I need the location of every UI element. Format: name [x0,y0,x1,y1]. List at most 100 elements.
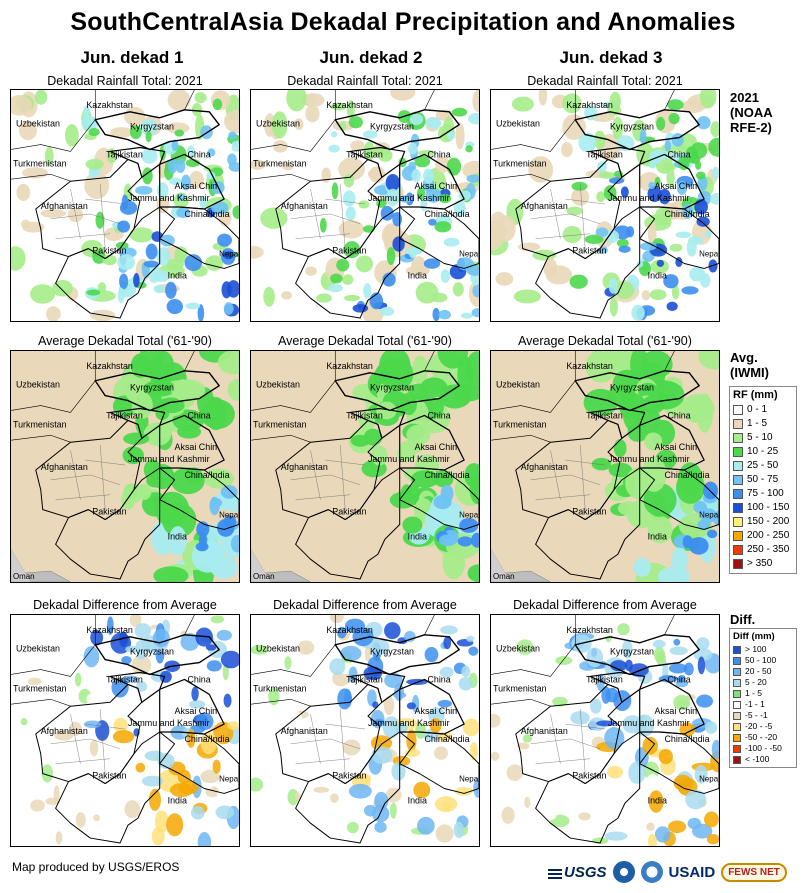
place-label: China/India [664,209,709,219]
place-label: Tajikistan [586,674,623,684]
legend-swatch [733,531,743,541]
legend-swatch [733,645,741,654]
legend-title: RF (mm) [733,389,778,401]
place-label: Tajikistan [586,410,623,420]
legend-swatch [733,461,743,471]
legend-label: 25 - 50 [747,460,779,471]
place-label: Aksai Chin [655,442,698,452]
legend-item: 200 - 250 [733,529,793,543]
place-label: Kyrgyzstan [610,122,654,132]
place-label: Nepal [699,511,719,520]
place-label: India [168,795,187,805]
place-label: Uzbekistan [496,119,540,129]
place-label: Kyrgyzstan [610,647,654,657]
place-label: China [667,410,690,420]
legend-label: 50 - 100 [745,655,777,665]
noaa-logo-icon [612,861,635,883]
place-label: Kyrgyzstan [130,383,174,393]
place-label: Oman [493,572,515,581]
place-label: Aksai Chin [415,181,458,191]
place-label: Tajikistan [346,149,383,159]
place-label: Jammu and Kashmir [368,454,450,464]
place-label: China/India [664,734,709,744]
place-label: Kyrgyzstan [370,647,414,657]
legend-label: 5 - 20 [745,677,767,687]
legend-swatch [733,656,741,665]
legend-item: 100 - 150 [733,501,793,515]
place-label: Turkmenistan [13,419,67,429]
legend-swatch [733,503,743,513]
place-label: Jammu and Kashmir [368,718,450,728]
place-label: Turkmenistan [493,158,547,168]
place-label: Afghanistan [281,201,328,211]
place-label: Afghanistan [41,726,88,736]
place-label: Nepal [219,250,239,259]
place-label: Kyrgyzstan [610,383,654,393]
place-label: Pakistan [92,246,126,256]
row-label-line: Avg. [730,350,758,365]
place-label: Nepal [459,250,479,259]
place-label: Tajikistan [106,410,143,420]
place-label: India [408,531,427,541]
place-label: Oman [253,572,275,581]
legend-swatch [733,433,743,443]
legend-swatch [733,722,741,731]
place-label: China/India [184,209,229,219]
place-label: Nepal [699,250,719,259]
place-label: China [667,149,690,159]
place-label: Pakistan [572,507,606,517]
place-label: Uzbekistan [16,119,60,129]
legend-item: 20 - 50 [733,666,793,677]
place-label: China/India [424,734,469,744]
usaid-logo: USAID [668,863,716,881]
place-label: Aksai Chin [175,181,218,191]
place-label: Oman [13,572,35,581]
map-average-dekad-1: Kazakhstan Uzbekistan Kyrgyzstan Tajikistan… [10,350,240,583]
row-label-2021: 2021 (NOAA RFE-2) [730,90,773,135]
column-header-dekad-3: Jun. dekad 3 [559,48,663,67]
place-label: India [408,795,427,805]
place-label: Afghanistan [281,462,328,472]
difference-legend: Diff (mm) > 100 50 - 100 20 - 50 5 - 20 1 - … [729,628,797,768]
place-label: Jammu and Kashmir [128,454,210,464]
legend-item: 150 - 200 [733,515,793,529]
place-label: Jammu and Kashmir [128,718,210,728]
place-label: Pakistan [572,246,606,256]
place-label: China/India [184,470,229,480]
legend-swatch [733,447,743,457]
panel-title: Average Dekadal Total ('61-'90) [518,334,692,348]
legend-item: 1 - 5 [733,688,793,699]
place-label: China [427,410,450,420]
place-label: Turkmenistan [13,158,67,168]
legend-item: -5 - -1 [733,710,793,721]
place-label: Jammu and Kashmir [368,193,450,203]
legend-swatch [733,700,741,709]
place-label: Pakistan [332,507,366,517]
place-label: China/India [184,734,229,744]
place-label: Uzbekistan [256,644,300,654]
legend-label: > 100 [745,644,767,654]
place-label: Tajikistan [586,149,623,159]
legend-swatch [733,559,743,569]
usgs-logo-text: USGS [564,863,607,881]
legend-label: 1 - 5 [745,688,763,698]
map-average-dekad-3: Kazakhstan Uzbekistan Kyrgyzstan Tajikistan… [490,350,720,583]
place-label: Uzbekistan [496,380,540,390]
map-average-dekad-2: Kazakhstan Uzbekistan Kyrgyzstan Tajikistan… [250,350,480,583]
place-label: Kyrgyzstan [370,122,414,132]
place-label: Uzbekistan [16,644,60,654]
map-credit: Map produced by USGS/EROS [12,860,180,874]
map-rainfall-dekad-1: Kazakhstan Uzbekistan Kyrgyzstan Tajikistan… [10,89,240,322]
place-label: Kazakhstan [86,100,133,110]
place-label: Kazakhstan [566,100,613,110]
column-header-dekad-2: Jun. dekad 2 [319,48,423,67]
place-label: Kazakhstan [566,361,613,371]
place-label: Kazakhstan [326,625,373,635]
panel-title: Dekadal Difference from Average [33,598,217,612]
legend-item: -100 - -50 [733,743,793,754]
place-label: Aksai Chin [415,706,458,716]
place-label: Turkmenistan [493,683,547,693]
place-label: Pakistan [92,507,126,517]
rainfall-legend: RF (mm) 0 - 1 1 - 5 5 - 10 10 - 25 25 - 50 50… [729,386,797,574]
panel-title: Dekadal Rainfall Total: 2021 [527,74,683,88]
